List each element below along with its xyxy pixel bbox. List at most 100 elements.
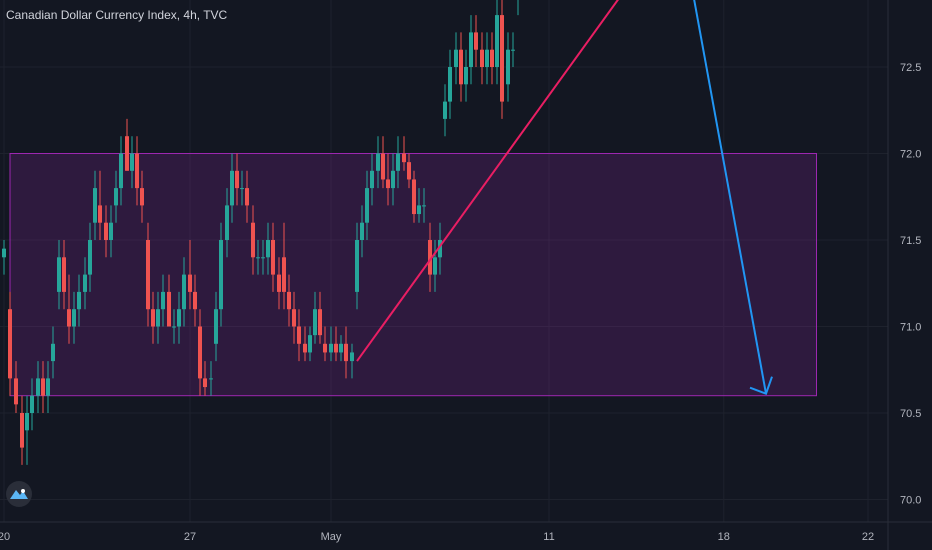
trendline-support[interactable] <box>356 0 850 362</box>
candle-body[interactable] <box>77 291 81 310</box>
candle-body[interactable] <box>41 378 45 396</box>
candle-body[interactable] <box>140 188 144 206</box>
candle-body[interactable] <box>161 291 165 310</box>
candle-body[interactable] <box>370 170 374 189</box>
candle-body[interactable] <box>57 257 61 292</box>
candle-body[interactable] <box>8 309 12 379</box>
candle-body[interactable] <box>391 170 395 189</box>
candle-body[interactable] <box>62 257 66 292</box>
candle-body[interactable] <box>214 309 218 344</box>
candle-body[interactable] <box>151 309 155 327</box>
candle-body[interactable] <box>469 32 473 67</box>
candle-body[interactable] <box>209 378 213 380</box>
candle-body[interactable] <box>46 378 50 396</box>
candle-body[interactable] <box>282 257 286 292</box>
candle-body[interactable] <box>88 240 92 275</box>
candle-body[interactable] <box>386 179 390 189</box>
candle-body[interactable] <box>329 343 333 353</box>
candle-body[interactable] <box>225 205 229 240</box>
candle-body[interactable] <box>287 291 291 310</box>
candle-body[interactable] <box>402 153 406 163</box>
time-axis[interactable] <box>0 522 932 550</box>
candle-body[interactable] <box>219 240 223 310</box>
candle-body[interactable] <box>172 326 176 328</box>
candle-body[interactable] <box>251 222 255 258</box>
candle-body[interactable] <box>256 257 260 259</box>
candle-body[interactable] <box>245 188 249 206</box>
candle-body[interactable] <box>36 378 40 396</box>
candle-body[interactable] <box>25 413 29 431</box>
candle-body[interactable] <box>334 343 338 353</box>
candle-body[interactable] <box>511 49 515 51</box>
candle-body[interactable] <box>339 343 343 353</box>
candle-body[interactable] <box>500 15 504 102</box>
candle-body[interactable] <box>271 240 275 275</box>
candle-body[interactable] <box>480 49 484 67</box>
candle-body[interactable] <box>203 378 207 388</box>
candle-body[interactable] <box>156 309 160 327</box>
candle-body[interactable] <box>135 153 139 189</box>
candle-body[interactable] <box>474 32 478 50</box>
candle-body[interactable] <box>83 274 87 292</box>
candle-body[interactable] <box>177 309 181 327</box>
candle-body[interactable] <box>297 326 301 344</box>
candle-body[interactable] <box>464 67 468 85</box>
candle-body[interactable] <box>277 274 281 292</box>
candle-body[interactable] <box>318 309 322 336</box>
candle-body[interactable] <box>376 153 380 171</box>
candle-body[interactable] <box>193 291 197 310</box>
candle-body[interactable] <box>396 153 400 171</box>
candle-body[interactable] <box>350 352 354 362</box>
candle-body[interactable] <box>146 240 150 310</box>
candle-body[interactable] <box>422 205 426 207</box>
candle-body[interactable] <box>417 205 421 215</box>
candle-body[interactable] <box>443 101 447 119</box>
candle-body[interactable] <box>130 153 134 171</box>
candle-body[interactable] <box>360 222 364 240</box>
candle-body[interactable] <box>506 49 510 85</box>
candle-body[interactable] <box>104 222 108 240</box>
candle-body[interactable] <box>308 335 312 353</box>
candle-body[interactable] <box>303 343 307 353</box>
projection-arrow-line[interactable] <box>670 0 767 394</box>
candle-body[interactable] <box>433 257 437 275</box>
candle-body[interactable] <box>412 179 416 215</box>
candle-body[interactable] <box>428 240 432 275</box>
candle-body[interactable] <box>72 309 76 327</box>
candle-body[interactable] <box>323 343 327 353</box>
candle-body[interactable] <box>459 49 463 85</box>
tradingview-logo[interactable] <box>6 481 32 507</box>
candle-body[interactable] <box>292 309 296 327</box>
candle-body[interactable] <box>98 205 102 223</box>
candle-body[interactable] <box>448 67 452 102</box>
candle-body[interactable] <box>188 274 192 292</box>
candle-body[interactable] <box>407 162 411 180</box>
candle-body[interactable] <box>67 309 71 327</box>
candle-body[interactable] <box>235 170 239 189</box>
candle-body[interactable] <box>167 291 171 327</box>
candle-body[interactable] <box>182 274 186 310</box>
candle-body[interactable] <box>230 170 234 206</box>
candle-body[interactable] <box>109 222 113 240</box>
candle-body[interactable] <box>490 49 494 67</box>
candle-body[interactable] <box>93 188 97 223</box>
candle-body[interactable] <box>14 378 18 405</box>
candle-body[interactable] <box>355 240 359 292</box>
candle-body[interactable] <box>198 326 202 379</box>
candle-body[interactable] <box>261 257 265 259</box>
candle-body[interactable] <box>125 136 129 171</box>
candle-body[interactable] <box>119 153 123 189</box>
candle-body[interactable] <box>344 343 348 362</box>
candle-body[interactable] <box>51 343 55 362</box>
candle-body[interactable] <box>365 188 369 223</box>
candle-body[interactable] <box>266 240 270 258</box>
candle-body[interactable] <box>30 395 34 413</box>
candle-body[interactable] <box>495 15 499 68</box>
candle-body[interactable] <box>485 49 489 67</box>
candle-body[interactable] <box>454 49 458 67</box>
candle-body[interactable] <box>114 188 118 206</box>
candle-body[interactable] <box>20 413 24 448</box>
price-axis[interactable] <box>888 0 932 550</box>
candle-body[interactable] <box>2 248 6 258</box>
